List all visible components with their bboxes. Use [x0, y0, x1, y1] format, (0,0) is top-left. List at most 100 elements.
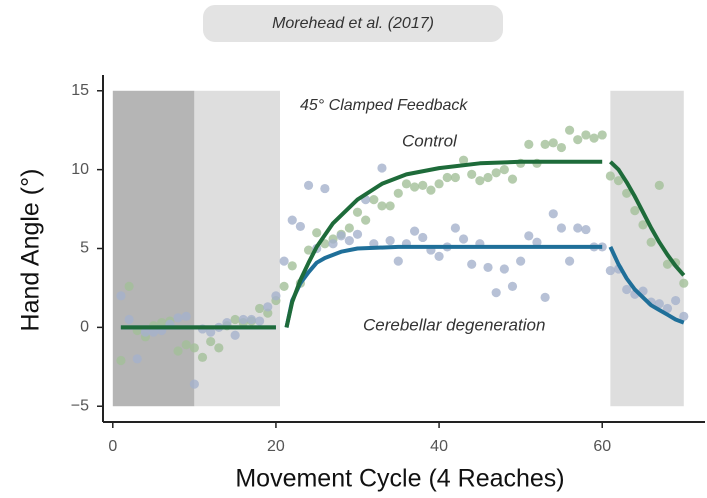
data-point [385, 236, 395, 246]
data-point [524, 139, 534, 149]
data-point [679, 278, 689, 288]
data-point [564, 125, 575, 135]
fit-line [120, 159, 686, 330]
data-point [418, 232, 428, 243]
data-point [132, 354, 142, 364]
data-point [369, 195, 379, 205]
data-point [491, 168, 501, 178]
data-point [491, 288, 501, 298]
data-point [385, 201, 395, 211]
series-label: Control [402, 131, 458, 150]
data-point [499, 264, 509, 274]
data-point [230, 330, 240, 340]
data-point [279, 281, 289, 291]
data-point [507, 174, 518, 184]
data-point [442, 172, 452, 183]
x-tick-label: 60 [593, 438, 611, 455]
data-point [630, 206, 640, 216]
y-tick-label: 0 [80, 319, 89, 336]
data-point [279, 256, 289, 266]
data-point [336, 231, 346, 241]
data-point [140, 327, 151, 337]
data-point [573, 223, 583, 233]
data-point [516, 256, 526, 266]
title-box [203, 5, 503, 42]
data-point [263, 308, 273, 318]
data-point [597, 130, 607, 140]
data-point [361, 215, 371, 225]
data-point [646, 237, 656, 247]
data-point [295, 221, 306, 232]
shaded-region [194, 90, 281, 407]
data-point [124, 314, 134, 325]
data-point [377, 163, 387, 173]
y-tick-label: 15 [71, 82, 89, 99]
x-axis-title: Movement Cycle (4 Reaches) [235, 465, 564, 493]
data-point [450, 172, 460, 183]
data-point [467, 259, 477, 269]
data-point [246, 314, 257, 325]
data-point [401, 179, 412, 189]
y-tick-label: −5 [71, 397, 89, 414]
data-point [287, 261, 297, 271]
x-tick-label: 0 [108, 438, 117, 455]
data-point [328, 239, 338, 249]
data-point [124, 281, 134, 291]
data-point [189, 379, 199, 389]
data-point [475, 176, 485, 186]
fit-lines [120, 159, 686, 330]
y-tick-label: 5 [80, 240, 89, 257]
data-point [181, 311, 191, 321]
data-point [434, 179, 444, 189]
data-point [540, 292, 550, 302]
data-point [255, 316, 265, 326]
data-point [173, 313, 183, 323]
data-point [410, 226, 420, 236]
data-point [173, 346, 183, 356]
data-point [303, 245, 314, 255]
data-point [679, 311, 689, 321]
data-point [214, 343, 224, 353]
data-point [573, 135, 583, 145]
data-point [426, 185, 436, 195]
data-point [532, 237, 542, 247]
data-point [116, 291, 126, 301]
shaded-region [610, 90, 684, 407]
data-point [197, 352, 208, 362]
data-point [352, 229, 363, 239]
data-point [605, 265, 615, 276]
data-point [148, 327, 159, 337]
data-point [499, 165, 509, 175]
data-point [434, 251, 444, 261]
data-point [230, 314, 240, 325]
data-point [189, 343, 199, 353]
data-point [564, 256, 575, 266]
x-tick-label: 40 [430, 438, 448, 455]
data-point [181, 340, 191, 350]
data-point [263, 302, 273, 312]
data-point [377, 201, 387, 211]
data-point [548, 209, 558, 219]
data-point [320, 183, 330, 194]
data-point [393, 256, 403, 266]
data-point [654, 299, 664, 309]
data-point [287, 215, 297, 225]
data-point [638, 220, 648, 230]
axes: −5 0 5 10 15 0 20 40 60 [71, 75, 705, 455]
data-point [116, 355, 126, 366]
data-point [597, 242, 607, 252]
data-point [540, 139, 550, 149]
data-point [222, 318, 232, 328]
series-label: Cerebellar degeneration [363, 315, 545, 334]
data-point [589, 133, 599, 143]
data-point [344, 236, 354, 246]
data-point [581, 130, 591, 140]
data-point [271, 291, 281, 301]
data-point [662, 303, 673, 314]
data-point [507, 281, 518, 291]
y-axis-title: Hand Angle (°) [17, 169, 45, 332]
data-point [450, 223, 460, 233]
data-point [483, 172, 493, 183]
data-point [312, 228, 322, 238]
data-point [605, 171, 615, 181]
